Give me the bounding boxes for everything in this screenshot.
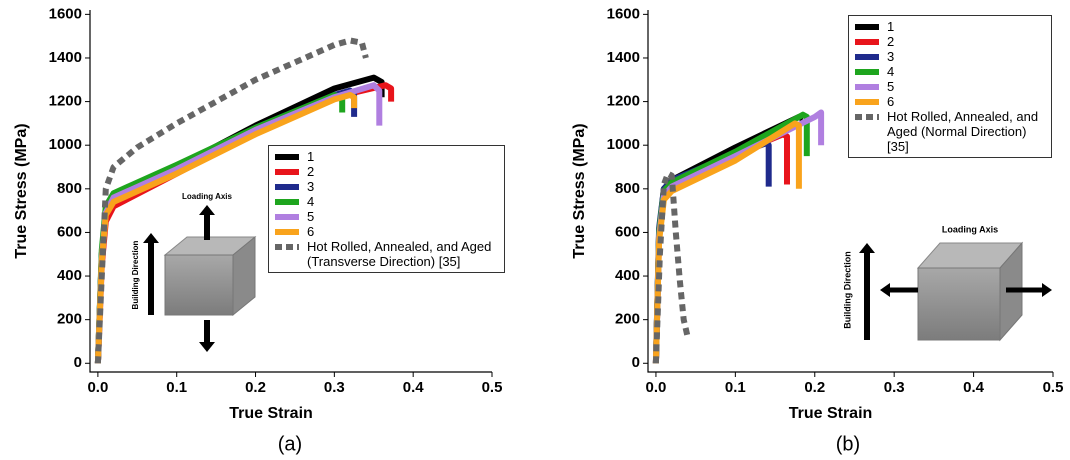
y-tick-label: 600 (57, 223, 82, 240)
legend-label: 3 (307, 179, 315, 194)
y-tick-label: 0 (74, 354, 82, 371)
legend-entry: 4 (855, 64, 1045, 79)
legend-entry: 3 (275, 179, 498, 194)
y-axis-label: True Stress (MPa) (571, 123, 588, 258)
x-tick-label: 0.4 (963, 379, 985, 396)
legend-entry: 3 (855, 49, 1045, 64)
y-tick-label: 400 (615, 267, 640, 284)
legend-label: 4 (887, 64, 895, 79)
x-tick-label: 0.3 (884, 379, 905, 396)
y-tick-label: 600 (615, 223, 640, 240)
arrow-head (199, 205, 215, 215)
y-tick-label: 1600 (607, 5, 640, 22)
legend-swatch (275, 169, 299, 175)
legend-swatch (275, 229, 299, 235)
y-tick-label: 1600 (49, 5, 82, 22)
x-tick-label: 0.2 (245, 379, 266, 396)
cube-front (164, 254, 234, 316)
legend-label: 3 (887, 49, 895, 64)
legend-swatch (855, 69, 879, 75)
axis (647, 10, 1053, 373)
y-tick-label: 0 (632, 354, 640, 371)
x-tick-label: 0.4 (403, 379, 425, 396)
legend-swatch (855, 114, 879, 120)
inset-label: Building Direction (131, 240, 140, 309)
arrow-head (880, 283, 890, 297)
arrow-head (143, 233, 159, 243)
y-tick-label: 800 (57, 180, 82, 197)
legend-label: 5 (887, 79, 895, 94)
legend-label: Hot Rolled, Annealed, and Aged (Normal D… (887, 109, 1039, 154)
x-axis-label: True Strain (789, 405, 873, 422)
legend-entry: 1 (275, 149, 498, 164)
legend-entry: Hot Rolled, Annealed, and Aged (Transver… (275, 239, 498, 269)
legend-swatch (275, 199, 299, 205)
x-tick-label: 0.3 (324, 379, 345, 396)
series-line (652, 170, 691, 364)
legend-swatch (275, 244, 299, 250)
legend-entry: 2 (855, 34, 1045, 49)
x-tick-label: 0.5 (1043, 379, 1064, 396)
y-tick-label: 1000 (49, 136, 82, 153)
legend-entry: 6 (275, 224, 498, 239)
legend-swatch (855, 99, 879, 105)
legend-label: Hot Rolled, Annealed, and Aged (Transver… (307, 239, 492, 269)
legend-label: 4 (307, 194, 315, 209)
legend-swatch (275, 184, 299, 190)
panel-label: (b) (836, 433, 860, 455)
legend-swatch (275, 154, 299, 160)
y-tick-label: 200 (615, 311, 640, 328)
legend-label: 5 (307, 209, 315, 224)
series-line (652, 120, 802, 364)
legend-label: 1 (307, 149, 315, 164)
legend-swatch (275, 214, 299, 220)
legend-label: 6 (307, 224, 315, 239)
y-tick-label: 1000 (607, 136, 640, 153)
legend-swatch (855, 24, 879, 30)
inset-label: Building Direction (842, 251, 852, 329)
arrow-head (199, 342, 215, 352)
legend-label: 2 (307, 164, 315, 179)
y-tick-label: 1400 (49, 49, 82, 66)
legend: 1 2 3 4 5 6 Hot Rolled, Annealed, and Aged (Tr… (268, 145, 505, 273)
y-tick-label: 1400 (607, 49, 640, 66)
legend-entry: 6 (855, 94, 1045, 109)
panel-label: (a) (278, 433, 302, 455)
legend-entry: 5 (275, 209, 498, 224)
legend-entry: 5 (855, 79, 1045, 94)
legend-label: 2 (887, 34, 895, 49)
legend-entry: 1 (855, 19, 1045, 34)
legend-entry: 2 (275, 164, 498, 179)
x-tick-label: 0.1 (166, 379, 187, 396)
series-line (94, 37, 369, 364)
cube-front (917, 267, 1001, 341)
x-tick-label: 0.0 (646, 379, 667, 396)
x-axis-label: True Strain (229, 405, 313, 422)
legend-entry: Hot Rolled, Annealed, and Aged (Normal D… (855, 109, 1045, 154)
axis (89, 10, 492, 373)
inset-label: Loading Axis (182, 192, 232, 201)
legend: 1 2 3 4 5 6 Hot Rolled, Annealed, and Aged (No… (848, 15, 1052, 158)
y-tick-label: 1200 (607, 93, 640, 110)
inset-label: Loading Axis (942, 224, 998, 234)
legend-label: 1 (887, 19, 895, 34)
y-axis-label: True Stress (MPa) (13, 123, 30, 258)
x-tick-label: 0.2 (804, 379, 825, 396)
legend-swatch (855, 54, 879, 60)
y-tick-label: 1200 (49, 93, 82, 110)
x-tick-label: 0.0 (87, 379, 108, 396)
legend-entry: 4 (275, 194, 498, 209)
x-tick-label: 0.5 (482, 379, 503, 396)
legend-swatch (855, 39, 879, 45)
legend-swatch (855, 84, 879, 90)
x-tick-label: 0.1 (725, 379, 746, 396)
y-tick-label: 800 (615, 180, 640, 197)
arrow-head (1042, 283, 1052, 297)
y-tick-label: 200 (57, 311, 82, 328)
legend-label: 6 (887, 94, 895, 109)
y-tick-label: 400 (57, 267, 82, 284)
arrow-head (859, 243, 875, 253)
